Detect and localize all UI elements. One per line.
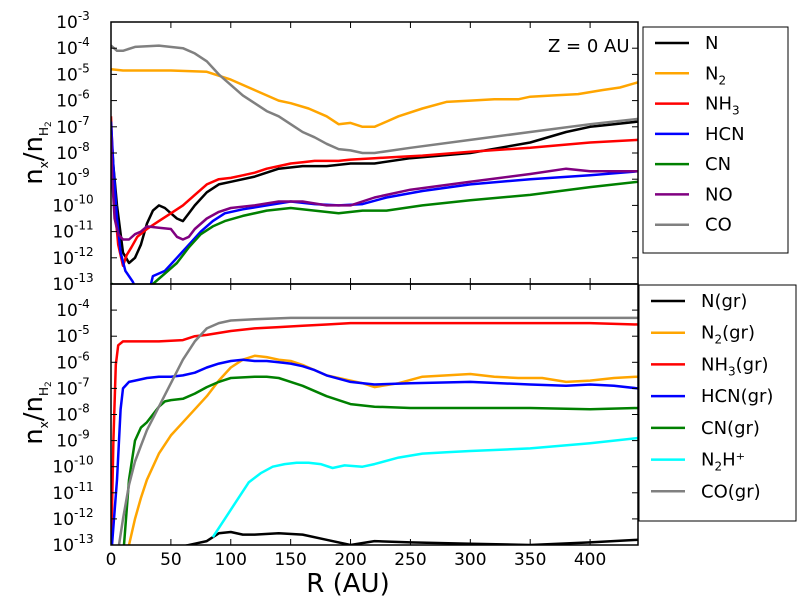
series-line-co xyxy=(111,44,638,155)
legend-label: N xyxy=(705,33,718,54)
y-tick-label: 10-4 xyxy=(56,297,90,321)
top-legend: N N2 NH3 HCN CN NO CO xyxy=(642,26,789,254)
y-tick-label: 10-5 xyxy=(56,323,90,347)
y-tick-label: 10-12 xyxy=(52,245,93,269)
x-tick-label: 250 xyxy=(394,550,426,570)
y-tick-label: 10-9 xyxy=(56,428,90,452)
legend-box xyxy=(638,284,797,522)
bottom-y-ticks: 10-410-510-610-7 10-810-910-1010-1110-121… xyxy=(52,297,638,556)
legend-label: CN xyxy=(705,154,731,175)
series-line-hcn xyxy=(111,121,638,284)
top-y-ticks: 10-310-410-510-610-710-810-910-1010-1110… xyxy=(52,9,638,295)
x-tick-label: 350 xyxy=(514,550,546,570)
x-tick-label: 150 xyxy=(274,550,306,570)
series-line-n2gr xyxy=(127,354,638,545)
x-tick-label: 0 xyxy=(106,550,117,570)
series-line-n2h xyxy=(211,436,638,538)
y-tick-label: 10-4 xyxy=(56,35,90,59)
legend-label: NH3(gr) xyxy=(701,354,769,378)
y-tick-label: 10-9 xyxy=(56,166,90,190)
series-line-cn xyxy=(111,180,638,284)
y-tick-label: 10-13 xyxy=(52,271,93,295)
legend-label: CO xyxy=(705,215,732,236)
legend-label: N2H⁺ xyxy=(701,450,745,474)
bottom-legend: N(gr) N2(gr) NH3(gr) HCN(gr) CN(gr) N2H⁺ CO(gr… xyxy=(638,284,797,522)
x-tick-label: 100 xyxy=(215,550,247,570)
y-tick-label: 10-6 xyxy=(56,88,90,112)
legend-label: N(gr) xyxy=(701,291,747,312)
top-panel: 10-310-410-510-610-710-810-910-1010-1110… xyxy=(19,9,789,295)
series-line-cogr xyxy=(117,316,638,545)
y-tick-label: 10-7 xyxy=(56,375,90,399)
y-tick-label: 10-12 xyxy=(52,506,93,530)
x-tick-label: 400 xyxy=(574,550,606,570)
series-line-ngr xyxy=(182,530,638,545)
bottom-panel: 10-410-510-610-710-810-910-1010-1110-121… xyxy=(19,283,797,599)
y-tick-label: 10-7 xyxy=(56,114,90,138)
series-line-nh3 xyxy=(111,116,638,267)
y-tick-label: 10-6 xyxy=(56,349,90,373)
series-line-n2 xyxy=(111,67,638,129)
series-line-hcngr xyxy=(111,358,638,545)
legend-box xyxy=(642,26,789,254)
y-tick-label: 10-11 xyxy=(52,219,93,243)
y-tick-label: 10-3 xyxy=(56,9,90,33)
series-line-no xyxy=(111,134,638,241)
z-annotation: Z = 0 AU xyxy=(548,36,630,57)
series-line-n xyxy=(111,120,638,265)
y-tick-label: 10-8 xyxy=(56,140,90,164)
legend-label: N2(gr) xyxy=(701,323,755,347)
legend-label: NH3 xyxy=(705,94,740,118)
y-tick-label: 10-11 xyxy=(52,480,93,504)
y-tick-label: 10-8 xyxy=(56,402,90,426)
y-tick-label: 10-13 xyxy=(52,532,93,556)
legend-label: CO(gr) xyxy=(701,481,761,502)
top-series-lines xyxy=(111,44,638,284)
x-tick-label: 300 xyxy=(454,550,486,570)
x-ticks: 0 50 100 150 200 250 300 350 400 xyxy=(106,284,606,570)
bottom-y-axis-label: nx/nH2 xyxy=(19,381,54,445)
legend-label: NO xyxy=(705,184,733,205)
series-line-nh3gr xyxy=(111,321,638,545)
legend-label: N2 xyxy=(705,63,726,87)
legend-label: CN(gr) xyxy=(701,418,760,439)
legend-label: HCN xyxy=(705,124,745,145)
series-line-cngr xyxy=(122,375,638,545)
top-y-axis-label: nx/nH2 xyxy=(19,121,54,185)
y-tick-label: 10-10 xyxy=(52,454,93,478)
bottom-series-lines xyxy=(111,316,638,545)
y-tick-label: 10-5 xyxy=(56,61,90,85)
y-tick-label: 10-10 xyxy=(52,192,93,216)
x-axis-label: R (AU) xyxy=(306,569,389,599)
x-tick-label: 200 xyxy=(334,550,366,570)
legend-label: HCN(gr) xyxy=(701,386,773,407)
x-tick-label: 50 xyxy=(160,550,182,570)
